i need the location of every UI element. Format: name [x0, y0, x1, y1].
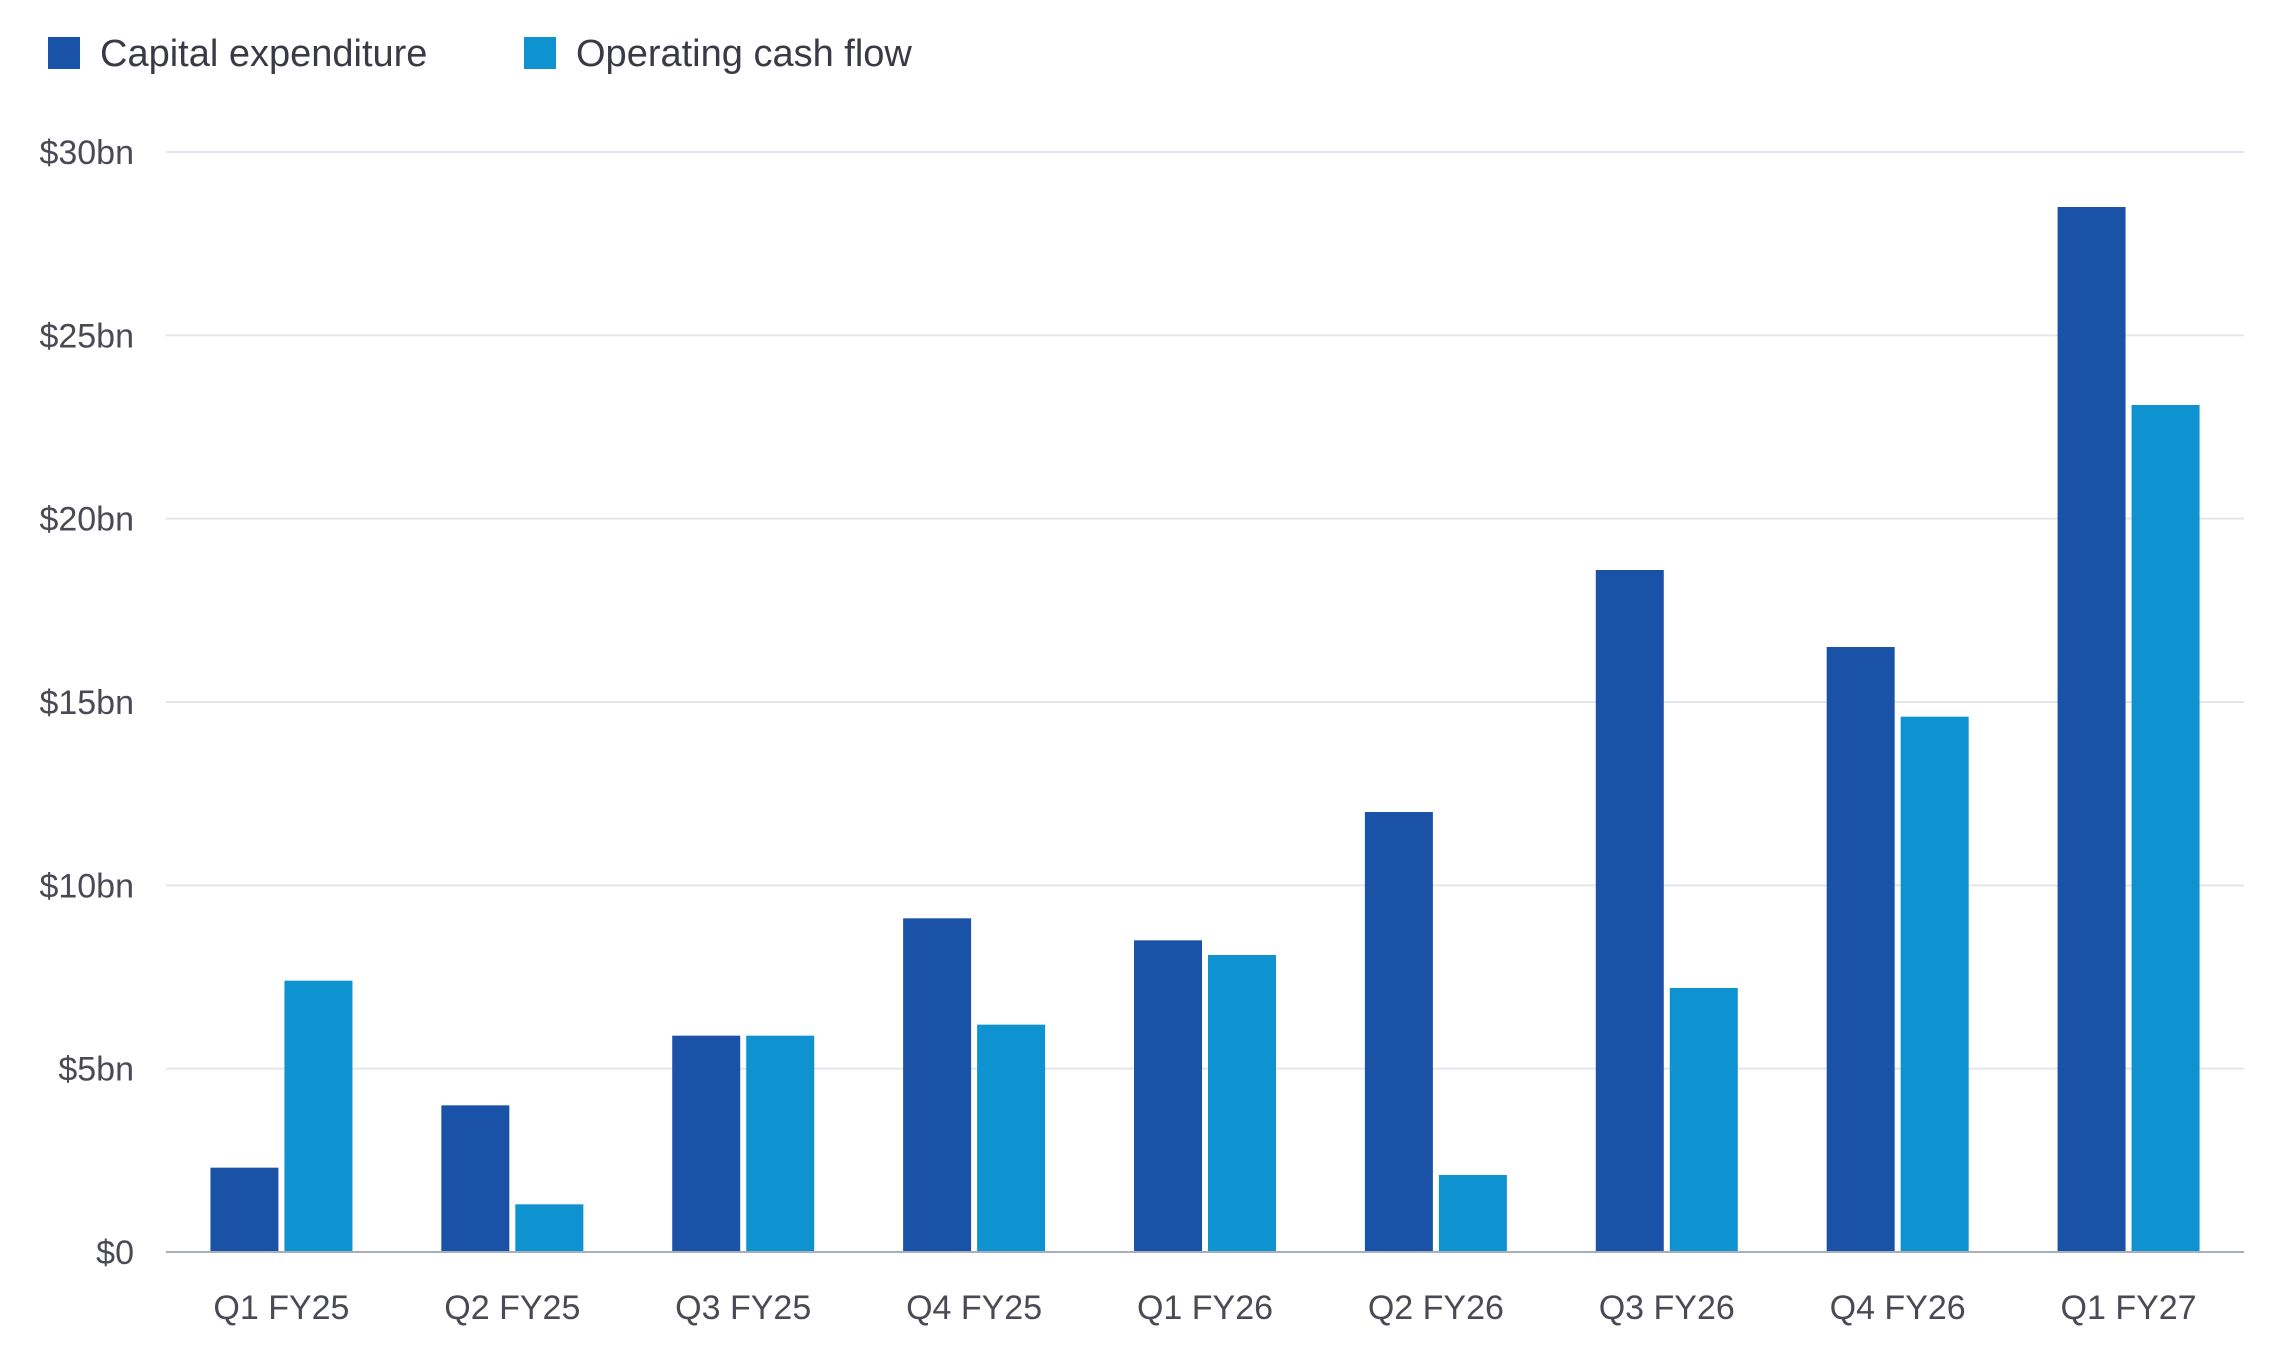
bar-group — [903, 918, 1046, 1252]
operating-cash-flow-bar — [1900, 716, 1969, 1252]
capex-bar — [1595, 570, 1664, 1252]
capex-bar — [441, 1105, 510, 1252]
capex-bar — [1134, 940, 1202, 1252]
x-tick-label: Q1 FY26 — [1137, 1289, 1273, 1327]
x-tick-label: Q4 FY26 — [1830, 1289, 1966, 1327]
legend-swatch — [48, 37, 80, 69]
x-axis: Q1 FY25 Q2 FY25 Q3 FY25 Q4 FY25 Q1 FY26 Q2 FY… — [166, 1251, 2244, 1327]
capex-bar — [1826, 647, 1895, 1252]
legend-item: Operating cash flow — [524, 33, 912, 75]
x-tick-label: Q4 FY25 — [906, 1289, 1042, 1327]
bar-group — [2057, 207, 2200, 1252]
y-tick-label: $10bn — [39, 867, 134, 905]
bar-group — [1364, 812, 1507, 1252]
x-tick-label: Q2 FY26 — [1368, 1289, 1504, 1327]
y-tick-label: $30bn — [39, 134, 134, 172]
operating-cash-flow-bar — [1208, 955, 1276, 1252]
bar-group — [1134, 940, 1276, 1252]
x-tick-label: Q3 FY26 — [1599, 1289, 1735, 1327]
y-tick-label: $5bn — [58, 1051, 134, 1089]
operating-cash-flow-bar — [515, 1204, 584, 1252]
y-tick-label: $0 — [96, 1234, 134, 1272]
gridlines — [166, 151, 2244, 1070]
y-tick-label: $20bn — [39, 501, 134, 539]
operating-cash-flow-bar — [746, 1035, 815, 1252]
capex-bar — [1364, 812, 1433, 1252]
operating-cash-flow-bar — [284, 980, 353, 1252]
bar-group — [210, 980, 353, 1252]
operating-cash-flow-bar — [1669, 988, 1738, 1252]
bar-group — [441, 1105, 584, 1252]
legend-label: Operating cash flow — [576, 33, 912, 75]
bar-group — [672, 1035, 815, 1252]
capex-bar — [672, 1035, 741, 1252]
x-tick-label: Q3 FY25 — [675, 1289, 811, 1327]
bars — [210, 207, 2200, 1252]
x-tick-label: Q2 FY25 — [444, 1289, 580, 1327]
capex-bar — [210, 1167, 279, 1252]
bar-group — [1595, 570, 1738, 1252]
y-tick-label: $25bn — [39, 317, 134, 355]
operating-cash-flow-bar — [977, 1024, 1046, 1252]
operating-cash-flow-bar — [1438, 1175, 1507, 1252]
x-tick-label: Q1 FY27 — [2061, 1289, 2197, 1327]
x-tick-label: Q1 FY25 — [213, 1289, 349, 1327]
y-axis: $0 $5bn $10bn $15bn $20bn $25bn $30bn — [39, 134, 134, 1272]
y-tick-label: $15bn — [39, 684, 134, 722]
legend-swatch — [524, 37, 556, 69]
legend: Capital expenditure Operating cash flow — [48, 33, 912, 75]
capex-bar — [903, 918, 972, 1252]
bar-group — [1826, 647, 1969, 1252]
capex-bar — [2057, 207, 2126, 1252]
operating-cash-flow-bar — [2131, 405, 2200, 1252]
legend-item: Capital expenditure — [48, 33, 427, 75]
legend-label: Capital expenditure — [100, 33, 427, 75]
